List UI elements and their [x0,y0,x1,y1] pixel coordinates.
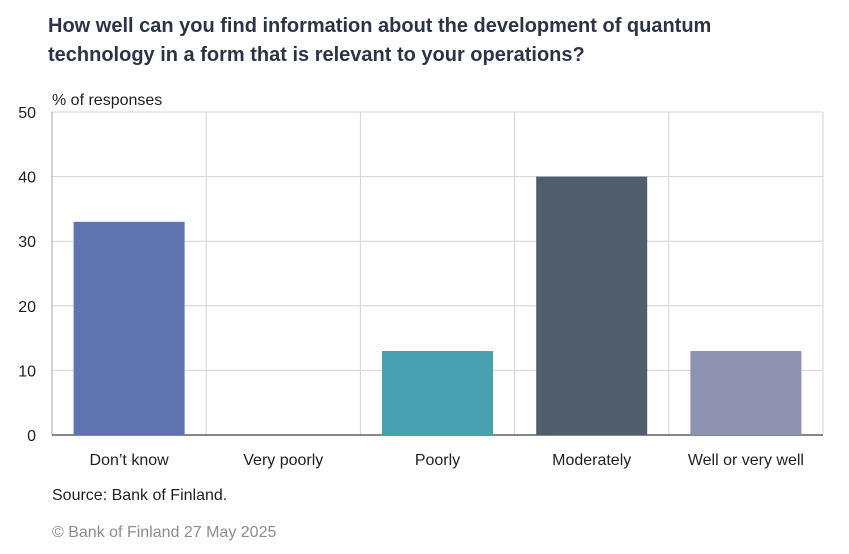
bar [536,176,648,435]
y-tick-label: 0 [27,428,36,445]
y-tick-label: 50 [18,105,36,122]
copyright-note: © Bank of Finland 27 May 2025 [52,524,277,541]
bar [690,351,802,435]
y-tick-label: 10 [18,363,36,380]
x-tick-label: Well or very well [688,452,804,469]
x-tick-labels: Don’t know Very poorly Poorly Moderately Wel… [90,452,804,469]
chart-title-line-2: technology in a form that is relevant to… [48,44,585,66]
y-tick-label: 30 [18,234,36,251]
bars [73,176,802,435]
x-tick-label: Very poorly [243,452,323,469]
x-tick-label: Moderately [552,452,631,469]
y-axis-label: % of responses [52,92,162,109]
chart-title: How well can you find information about … [48,12,828,70]
x-tick-label: Poorly [415,452,460,469]
x-tick-label: Don’t know [90,452,170,469]
source-note: Source: Bank of Finland. [52,487,228,504]
y-tick-label: 20 [18,299,36,316]
bar [382,351,493,435]
chart-title-line-1: How well can you find information about … [48,15,712,37]
y-tick-labels: 0 10 20 30 40 50 [18,105,36,445]
y-tick-label: 40 [18,170,36,187]
bar [73,221,185,435]
